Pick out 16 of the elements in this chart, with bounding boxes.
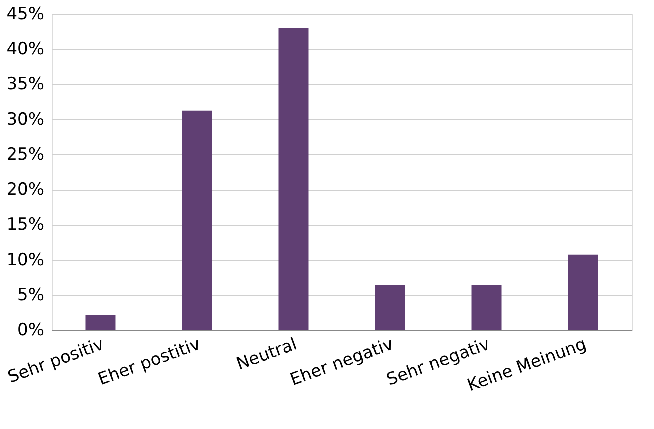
- y-tick-label: 45%: [6, 4, 44, 24]
- y-tick-label: 20%: [6, 180, 44, 200]
- bar: [278, 28, 309, 330]
- bar: [182, 110, 212, 330]
- y-tick-label: 0%: [18, 320, 44, 340]
- y-tick-label: 30%: [6, 110, 44, 130]
- y-tick-label: 15%: [6, 215, 44, 236]
- y-tick-label: 10%: [6, 250, 44, 270]
- y-tick-label: 25%: [6, 144, 44, 165]
- y-tick-label: 40%: [6, 40, 44, 60]
- y-tick-label: 5%: [18, 285, 44, 306]
- bar: [472, 285, 502, 330]
- bar: [568, 254, 598, 330]
- y-tick-label: 35%: [6, 74, 44, 95]
- bar: [375, 285, 406, 330]
- bar: [86, 315, 116, 330]
